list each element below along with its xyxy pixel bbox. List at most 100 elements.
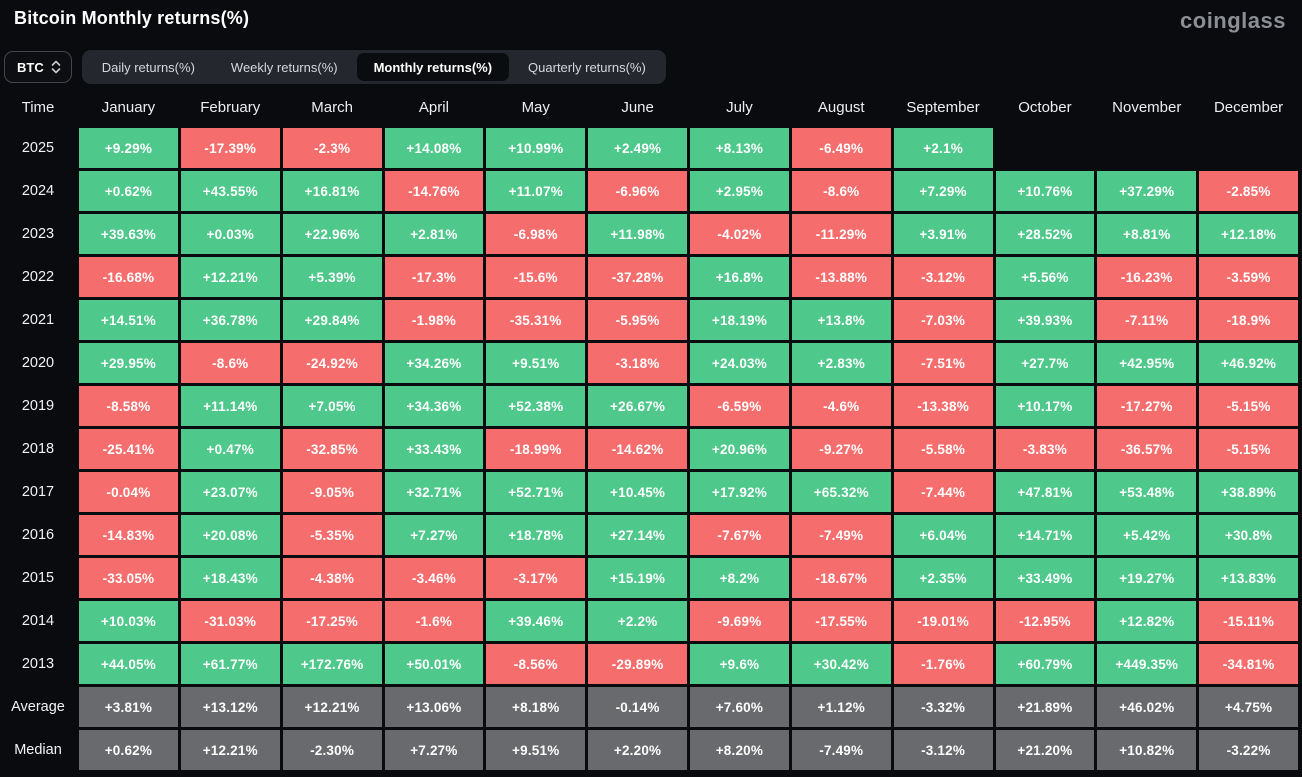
return-cell: -5.58% [893,429,993,469]
return-cell: +10.82% [1097,730,1197,770]
return-cell: +11.14% [180,386,280,426]
return-cell: +1.12% [791,687,891,727]
return-cell: -6.98% [486,214,586,254]
return-cell: -18.67% [791,558,891,598]
return-cell: +12.21% [282,687,382,727]
tab-monthly[interactable]: Monthly returns(%) [356,53,510,81]
column-header: June [621,99,654,116]
return-cell: -31.03% [180,601,280,641]
row-label: 2018 [21,441,55,457]
return-cell: +60.79% [995,644,1095,684]
return-cell: +10.76% [995,171,1095,211]
return-cell: -6.96% [588,171,687,211]
return-cell: -29.89% [588,644,687,684]
coinglass-logo: coinglass [1180,8,1286,33]
column-header: April [418,99,449,116]
return-cell: -19.01% [893,601,993,641]
return-cell: +12.82% [1097,601,1197,641]
return-cell: +30.8% [1199,515,1298,555]
return-cell: +16.8% [690,257,789,297]
return-cell: +2.49% [588,128,687,168]
column-header: February [200,99,261,116]
return-cell: -3.59% [1199,257,1298,297]
row-label: Average [11,699,65,715]
return-cell: +12.21% [180,257,280,297]
return-cell: -7.51% [893,343,993,383]
return-cell: +0.62% [79,171,178,211]
return-cell: +6.04% [893,515,993,555]
return-cell: +2.1% [893,128,993,168]
return-cell: +2.35% [893,558,993,598]
return-cell: +29.84% [282,300,382,340]
return-cell: +10.45% [588,472,687,512]
return-cell: +8.20% [690,730,789,770]
return-cell: -0.14% [588,687,687,727]
return-cell: -12.95% [995,601,1095,641]
return-cell: -0.04% [79,472,178,512]
return-cell: -17.27% [1097,386,1197,426]
return-cell: +0.03% [180,214,280,254]
return-cell: +44.05% [79,644,178,684]
return-cell: +15.19% [588,558,687,598]
return-cell: -4.6% [791,386,891,426]
return-cell: -3.32% [893,687,993,727]
return-cell: +24.03% [690,343,789,383]
return-cell: +5.39% [282,257,382,297]
return-cell: +10.99% [486,128,586,168]
return-cell: -36.57% [1097,429,1197,469]
return-cell: -16.68% [79,257,178,297]
return-cell: +2.83% [791,343,891,383]
column-header: November [1112,99,1182,116]
return-cell: -8.6% [180,343,280,383]
return-cell: -3.17% [486,558,586,598]
return-cell: +20.08% [180,515,280,555]
return-cell: +36.78% [180,300,280,340]
return-cell: -8.56% [486,644,586,684]
return-cell: -18.9% [1199,300,1298,340]
return-cell: -2.3% [282,128,382,168]
row-label: 2013 [21,656,55,672]
return-cell: -4.02% [690,214,789,254]
return-cell: +2.81% [384,214,484,254]
row-label: 2016 [21,527,55,543]
row-label: 2024 [21,183,55,199]
return-cell: -11.29% [791,214,891,254]
return-cell: +18.78% [486,515,586,555]
return-cell: +11.07% [486,171,586,211]
return-cell: +0.47% [180,429,280,469]
return-cell: -17.39% [180,128,280,168]
return-cell: +3.91% [893,214,993,254]
column-header: March [311,99,353,116]
page-title: Bitcoin Monthly returns(%) [14,8,250,28]
return-cell [1199,128,1298,168]
return-cell: +172.76% [282,644,382,684]
return-cell: -3.12% [893,257,993,297]
return-cell: -6.49% [791,128,891,168]
tab-daily[interactable]: Daily returns(%) [85,53,212,81]
return-cell: +52.71% [486,472,586,512]
return-cell: -34.81% [1199,644,1298,684]
column-header: October [1018,99,1072,116]
return-cell: -25.41% [79,429,178,469]
return-cell: -35.31% [486,300,586,340]
return-cell: +9.29% [79,128,178,168]
return-cell: +5.56% [995,257,1095,297]
return-cell: -4.38% [282,558,382,598]
tab-quarterly[interactable]: Quarterly returns(%) [511,53,663,81]
return-cell [1097,128,1196,168]
return-cell: +4.75% [1199,687,1298,727]
return-cell [996,128,1095,168]
return-cell: -7.03% [893,300,993,340]
return-cell: +449.35% [1097,644,1197,684]
return-cell: +43.55% [180,171,280,211]
return-cell: +2.20% [588,730,687,770]
return-cell: -3.22% [1199,730,1298,770]
return-cell: -5.15% [1199,386,1298,426]
symbol-select[interactable]: BTC [4,51,72,83]
return-cell: +10.03% [79,601,178,641]
return-cell: +0.62% [79,730,178,770]
return-cell: -16.23% [1097,257,1197,297]
return-cell: -17.55% [791,601,891,641]
tab-weekly[interactable]: Weekly returns(%) [214,53,355,81]
